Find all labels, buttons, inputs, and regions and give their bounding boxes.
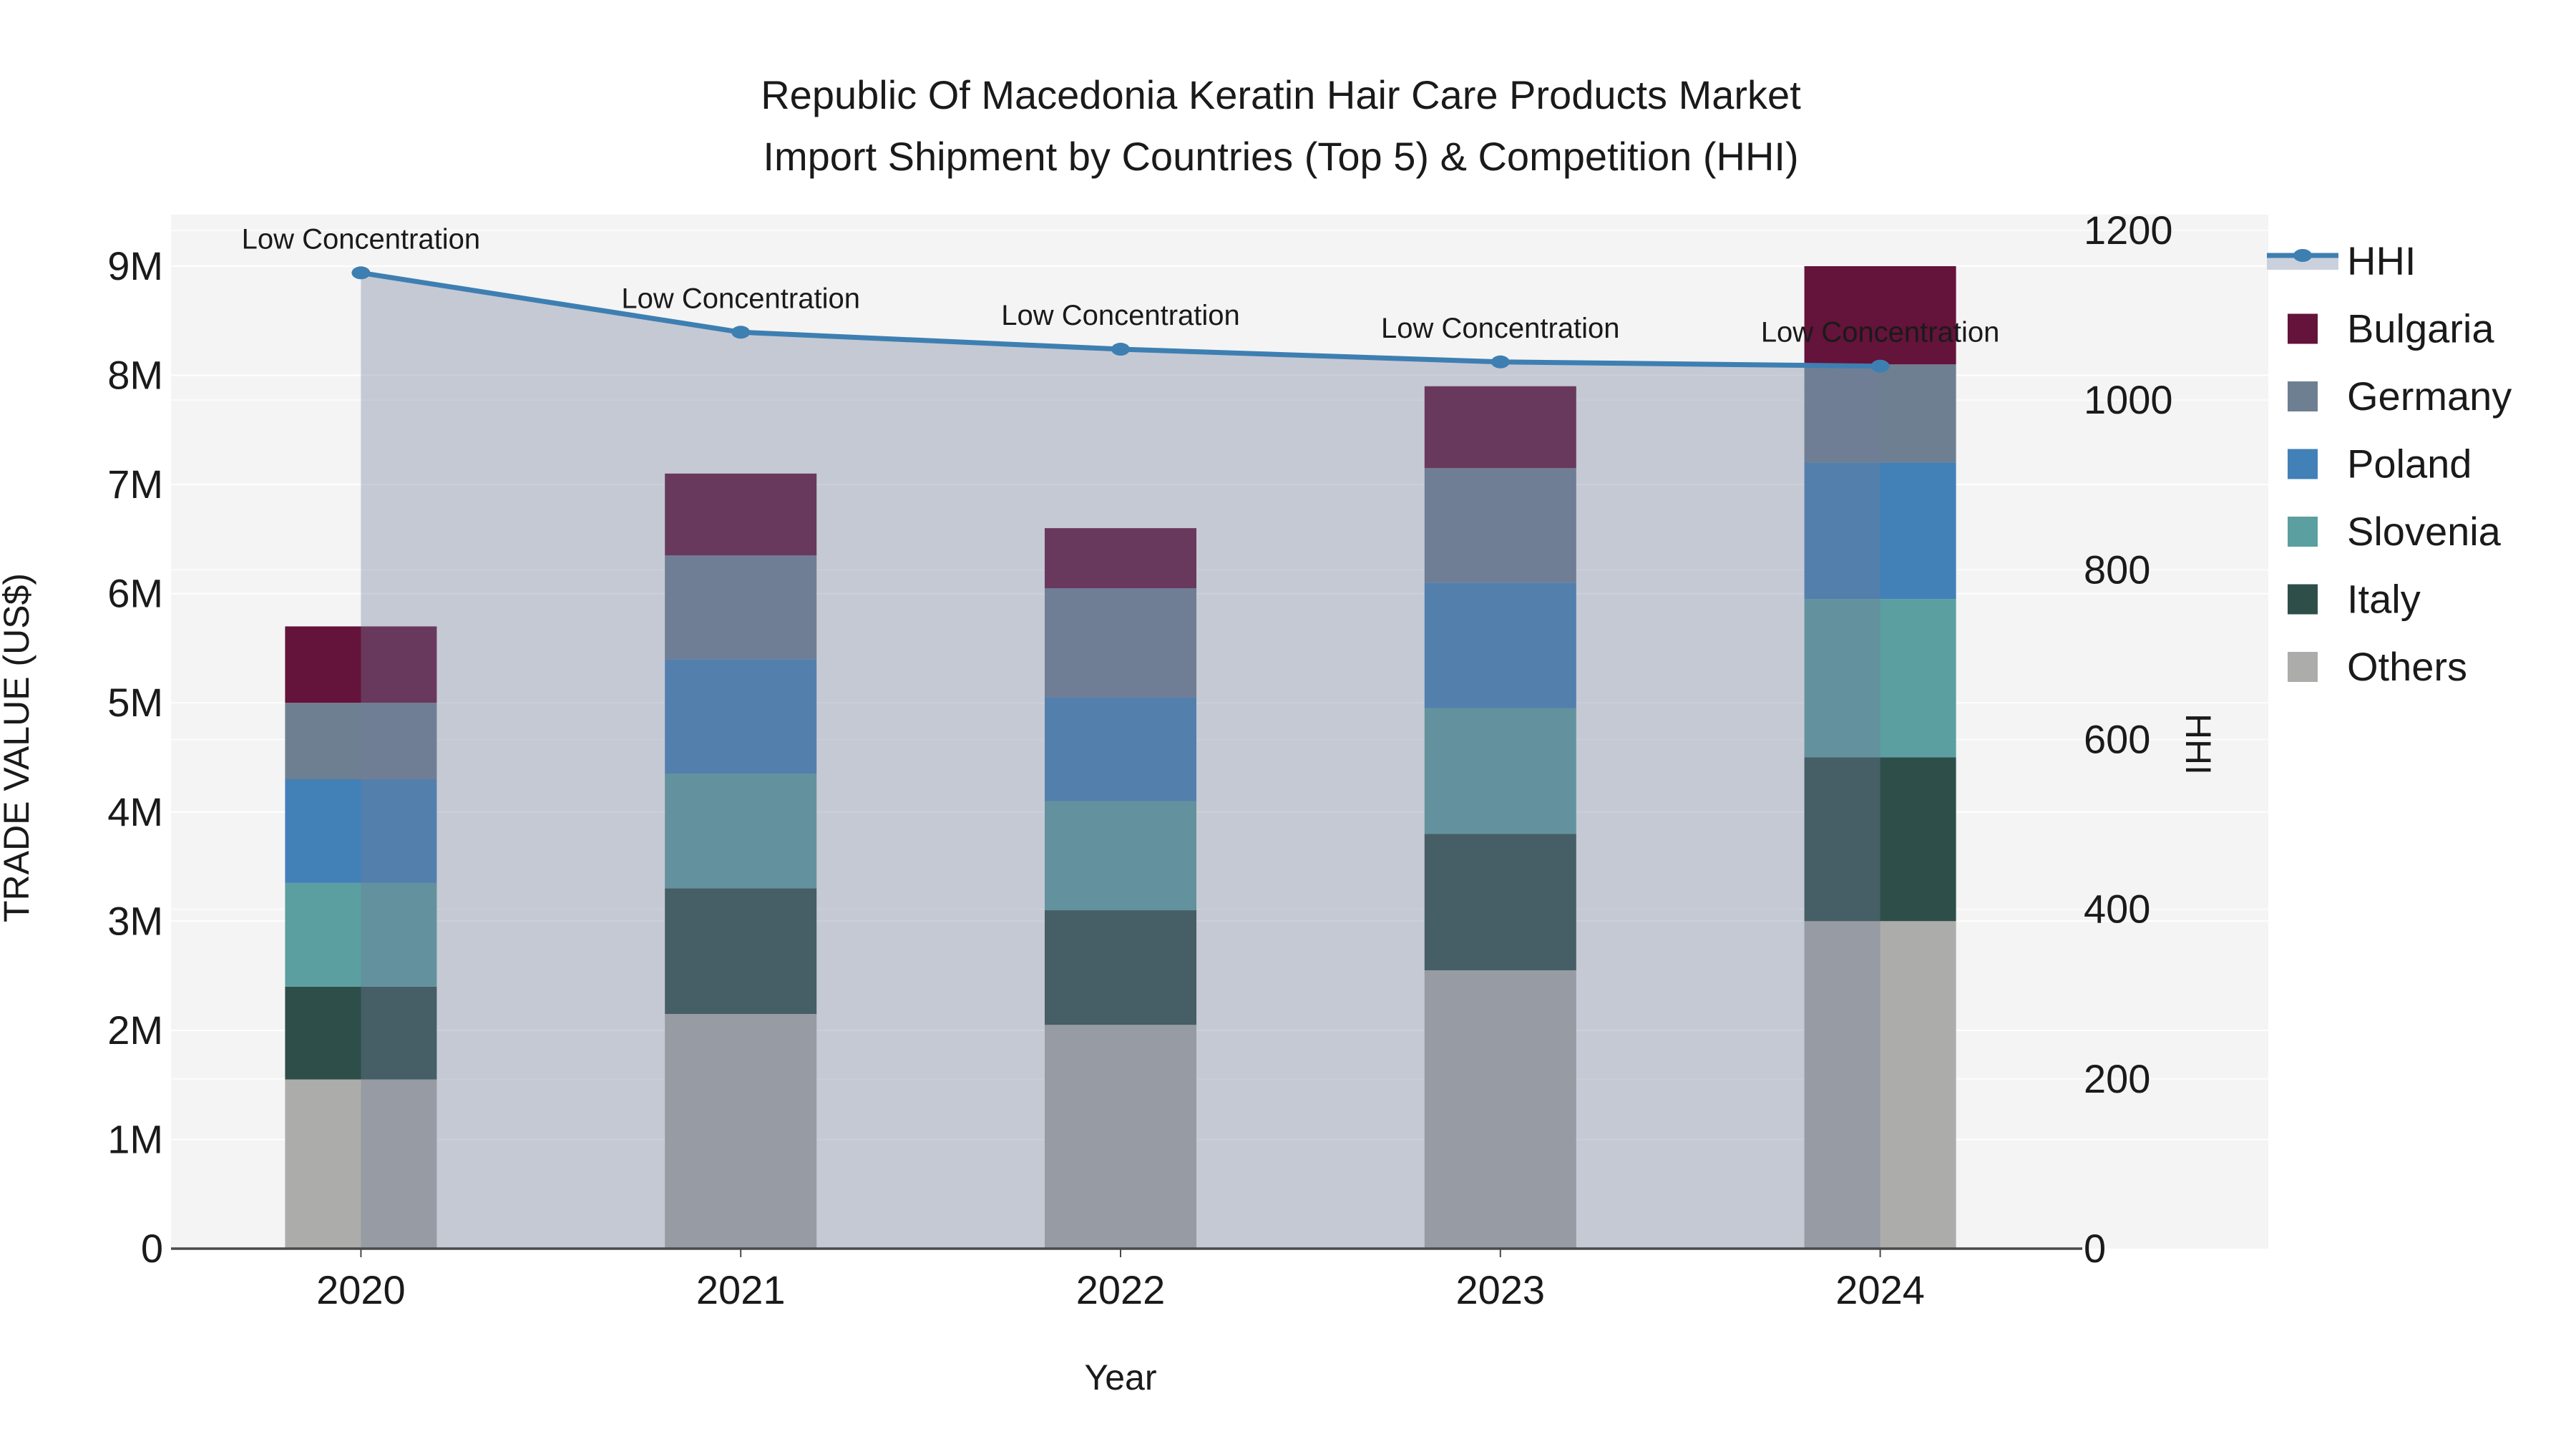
y-right-tick-label-400: 400 xyxy=(2084,887,2150,932)
bar-segment-others-2022 xyxy=(1045,1025,1196,1249)
legend-entry-poland[interactable]: Poland xyxy=(2288,441,2472,487)
bar-segment-bulgaria-2020 xyxy=(285,626,437,703)
x-axis-title: Year xyxy=(1084,1357,1156,1397)
bar-segment-poland-2022 xyxy=(1045,697,1196,801)
legend-label: Poland xyxy=(2347,441,2472,487)
bar-segment-slovenia-2024 xyxy=(1804,599,1956,758)
bar-segment-slovenia-2022 xyxy=(1045,801,1196,911)
bar-segment-poland-2023 xyxy=(1424,582,1576,708)
bar-segment-slovenia-2023 xyxy=(1424,708,1576,834)
y-left-tick-label-6M: 6M xyxy=(107,571,163,616)
bar-segment-slovenia-2021 xyxy=(665,774,817,889)
y-left-tick-label-4M: 4M xyxy=(107,789,163,834)
bar-segment-italy-2023 xyxy=(1424,834,1576,970)
hhi-marker-2020 xyxy=(351,266,371,280)
bar-segment-germany-2020 xyxy=(285,703,437,779)
y-right-tick-label-0: 0 xyxy=(2084,1226,2106,1271)
hhi-marker-2023 xyxy=(1491,355,1510,369)
y-right-tick-label-1000: 1000 xyxy=(2084,377,2173,422)
legend-label: Slovenia xyxy=(2347,509,2502,554)
legend-entry-germany[interactable]: Germany xyxy=(2288,374,2512,419)
bar-segment-italy-2020 xyxy=(285,986,437,1080)
hhi-area-fill xyxy=(361,273,1880,1249)
stacked-bars xyxy=(285,265,1956,1249)
legend-entry-others[interactable]: Others xyxy=(2288,644,2467,689)
y-right-tick-label-800: 800 xyxy=(2084,547,2150,592)
legend-label: Bulgaria xyxy=(2347,306,2494,351)
y-right-tick-label-1200: 1200 xyxy=(2084,208,2173,253)
bar-segment-bulgaria-2024 xyxy=(1804,265,1956,365)
hhi-marker-2022 xyxy=(1111,343,1130,356)
legend-hhi-marker xyxy=(2293,249,2312,262)
x-tick-label-2021: 2021 xyxy=(696,1267,786,1312)
bar-segment-poland-2024 xyxy=(1804,462,1956,600)
legend-entry-hhi[interactable]: HHI xyxy=(2267,238,2416,283)
legend-label: Others xyxy=(2347,644,2467,689)
y-left-tick-label-5M: 5M xyxy=(107,680,163,725)
legend-swatch xyxy=(2288,449,2318,479)
annotation-low-concentration-2024: Low Concentration xyxy=(1761,317,2000,348)
tick-labels: 0 1M 2M 3M 4M 5M 6M 7M 8M 9M 0 200 400 600 800 1000 1200… xyxy=(107,208,2172,1312)
x-tick-label-2022: 2022 xyxy=(1076,1267,1166,1312)
legend-swatch xyxy=(2288,584,2318,615)
bar-segment-italy-2024 xyxy=(1804,757,1956,922)
annotation-low-concentration-2020: Low Concentration xyxy=(242,223,481,255)
bar-segment-poland-2021 xyxy=(665,659,817,774)
legend: HHI Bulgaria Germany Poland Slovenia Italy Oth… xyxy=(2267,238,2512,689)
bar-segment-germany-2024 xyxy=(1804,364,1956,463)
y-right-tick-label-200: 200 xyxy=(2084,1056,2150,1101)
legend-swatch xyxy=(2288,652,2318,682)
bar-segment-italy-2021 xyxy=(665,888,817,1014)
legend-entry-italy[interactable]: Italy xyxy=(2288,577,2421,622)
bar-segment-others-2023 xyxy=(1424,970,1576,1249)
hhi-area xyxy=(361,273,1880,1249)
y-left-tick-label-8M: 8M xyxy=(107,353,163,398)
y-left-tick-label-2M: 2M xyxy=(107,1008,163,1053)
annotation-low-concentration-2023: Low Concentration xyxy=(1381,313,1620,344)
point-annotations: Low Concentration Low Concentration Low Co… xyxy=(242,223,2000,348)
bar-segment-bulgaria-2022 xyxy=(1045,528,1196,589)
bar-segment-others-2020 xyxy=(285,1079,437,1249)
bar-segment-others-2024 xyxy=(1804,921,1956,1249)
bar-segment-bulgaria-2023 xyxy=(1424,386,1576,469)
hhi-line xyxy=(351,266,1890,373)
y-left-tick-label-9M: 9M xyxy=(107,243,163,288)
legend-entry-slovenia[interactable]: Slovenia xyxy=(2288,509,2502,554)
annotation-low-concentration-2021: Low Concentration xyxy=(621,283,860,314)
y-right-axis-title: HHI xyxy=(2178,713,2218,775)
legend-swatch xyxy=(2288,381,2318,411)
bar-segment-others-2021 xyxy=(665,1013,817,1249)
bar-segment-germany-2022 xyxy=(1045,588,1196,698)
y-left-tick-label-1M: 1M xyxy=(107,1116,163,1161)
legend-label: Italy xyxy=(2347,577,2421,622)
chart-title-line1: Republic Of Macedonia Keratin Hair Care … xyxy=(761,72,1801,117)
bar-segment-germany-2021 xyxy=(665,555,817,660)
y-left-tick-label-3M: 3M xyxy=(107,898,163,943)
legend-label: Germany xyxy=(2347,374,2512,419)
y-right-tick-label-600: 600 xyxy=(2084,717,2150,762)
x-tick-label-2023: 2023 xyxy=(1456,1267,1546,1312)
hhi-marker-2024 xyxy=(1870,359,1890,373)
legend-swatch xyxy=(2288,517,2318,547)
x-tick-label-2020: 2020 xyxy=(316,1267,406,1312)
legend-label: HHI xyxy=(2347,238,2416,283)
legend-swatch xyxy=(2288,313,2318,344)
bar-segment-germany-2023 xyxy=(1424,468,1576,583)
hhi-marker-2021 xyxy=(731,326,751,339)
bar-segment-slovenia-2020 xyxy=(285,882,437,987)
legend-hhi-area-sample xyxy=(2267,255,2338,270)
y-left-axis-title: TRADE VALUE (US$) xyxy=(0,573,36,922)
bar-segment-poland-2020 xyxy=(285,779,437,883)
chart-title-line2: Import Shipment by Countries (Top 5) & C… xyxy=(763,134,1798,179)
y-left-tick-label-7M: 7M xyxy=(107,462,163,507)
axis-lines xyxy=(171,1247,2082,1257)
y-left-tick-label-0: 0 xyxy=(141,1226,163,1271)
legend-entry-bulgaria[interactable]: Bulgaria xyxy=(2288,306,2494,351)
annotation-low-concentration-2022: Low Concentration xyxy=(1001,300,1240,331)
bar-segment-bulgaria-2021 xyxy=(665,473,817,556)
bar-segment-italy-2022 xyxy=(1045,910,1196,1025)
x-tick-label-2024: 2024 xyxy=(1835,1267,1925,1312)
